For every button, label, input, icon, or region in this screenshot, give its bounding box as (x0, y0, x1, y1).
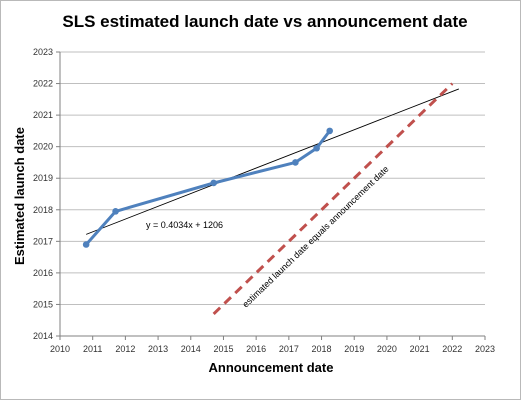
y-tick-label: 2016 (33, 268, 53, 278)
data-point (326, 127, 334, 135)
y-tick-label: 2018 (33, 205, 53, 215)
data-point (292, 159, 299, 166)
y-axis-title: Estimated launch date (12, 127, 27, 265)
data-point (112, 208, 119, 215)
data-series (82, 127, 334, 248)
trendline-equation: y = 0.4034x + 1206 (146, 220, 223, 230)
x-tick-label: 2016 (246, 344, 266, 354)
x-tick-label: 2020 (377, 344, 397, 354)
x-tick-label: 2023 (475, 344, 495, 354)
x-tick-label: 2011 (83, 344, 102, 354)
x-tick-label: 2010 (50, 344, 70, 354)
y-tick-label: 2014 (33, 331, 53, 341)
y-tick-label: 2020 (33, 142, 53, 152)
equality-line (212, 82, 454, 315)
y-tick-label: 2021 (33, 110, 53, 120)
y-tick-label: 2015 (33, 299, 53, 309)
series-line (85, 129, 331, 246)
equality-line-label: estimated launch date equals announcemen… (240, 164, 390, 310)
gridlines (60, 51, 485, 305)
axes (56, 51, 486, 340)
x-tick-label: 2013 (148, 344, 168, 354)
x-axis-title: Announcement date (209, 360, 334, 375)
x-tick-label: 2022 (442, 344, 462, 354)
data-point (82, 241, 90, 248)
y-tick-label: 2023 (33, 47, 53, 57)
data-point (210, 179, 217, 187)
x-tick-label: 2015 (213, 344, 233, 354)
x-tick-label: 2019 (344, 344, 364, 354)
x-tick-label: 2014 (181, 344, 201, 354)
y-tick-label: 2022 (33, 79, 53, 89)
data-point (313, 144, 320, 152)
trendline (85, 88, 460, 235)
x-tick-label: 2018 (312, 344, 332, 354)
y-tick-label: 2019 (33, 173, 53, 183)
x-tick-label: 2017 (279, 344, 299, 354)
chart-title: SLS estimated launch date vs announcemen… (62, 12, 467, 31)
x-tick-labels: 2010 2011 2012 2013 2014 2015 2016 2017 2018 2019… (50, 344, 495, 354)
x-tick-label: 2012 (115, 344, 135, 354)
x-tick-label: 2021 (410, 344, 430, 354)
y-tick-labels: 2014 2015 2016 2017 2018 2019 2020 2021 2022 2023 (33, 47, 53, 341)
y-tick-label: 2017 (33, 236, 53, 246)
